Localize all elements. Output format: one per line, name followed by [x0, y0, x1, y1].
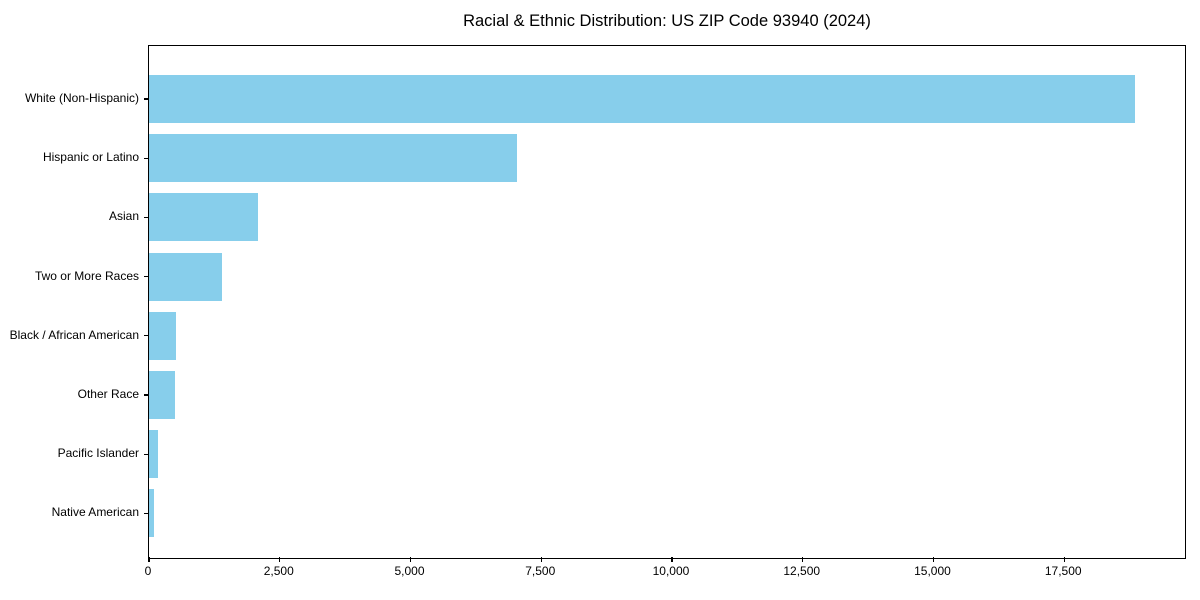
- y-axis-labels: White (Non-Hispanic) Hispanic or Latino As…: [0, 45, 139, 559]
- bar-5: [149, 311, 177, 360]
- y-tick-mark: [144, 276, 149, 278]
- x-axis-tick-label: 10,000: [652, 564, 690, 578]
- bar-6: [149, 371, 176, 419]
- x-axis-tick-labels: 0 2,500 5,000 7,500 10,000 12,500 15,000 17,500: [145, 564, 1186, 582]
- x-axis-tick-label: 0: [144, 564, 152, 578]
- y-axis-label: Two or More Races: [34, 268, 139, 283]
- y-tick-mark: [144, 512, 149, 514]
- y-tick-mark: [144, 157, 149, 159]
- y-axis-label: Native American: [51, 505, 139, 520]
- x-tick-mark: [148, 557, 150, 562]
- y-tick-mark: [144, 394, 149, 396]
- bar-7: [149, 430, 158, 479]
- x-tick-mark: [671, 557, 673, 562]
- plot-area: [144, 45, 1186, 562]
- y-tick-mark: [144, 335, 149, 337]
- bar-8: [149, 489, 154, 538]
- y-tick-mark: [144, 216, 149, 218]
- y-axis-label: Other Race: [77, 387, 139, 401]
- x-tick-mark: [279, 557, 281, 562]
- bar-2: [149, 134, 518, 183]
- y-axis-label: Pacific Islander: [57, 446, 139, 461]
- x-tick-mark: [1063, 557, 1065, 562]
- bar-4: [149, 252, 223, 301]
- x-axis-tick-label: 5,000: [394, 564, 425, 578]
- x-axis-tick-label: 15,000: [914, 564, 951, 578]
- x-axis-tick-label: 12,500: [783, 564, 821, 578]
- y-tick-mark: [144, 453, 149, 455]
- x-tick-mark: [932, 557, 935, 562]
- x-tick-mark: [802, 557, 804, 562]
- y-axis-label: White (Non-Hispanic): [24, 91, 139, 105]
- bar-1: [149, 75, 1135, 123]
- x-axis-tick-label: 2,500: [263, 564, 294, 578]
- x-axis-tick-label: 7,500: [525, 564, 556, 578]
- chart-title: Racial & Ethnic Distribution: US ZIP Cod…: [463, 12, 871, 30]
- x-tick-mark: [409, 557, 412, 562]
- y-axis-label: Black / African American: [9, 327, 139, 342]
- x-tick-mark: [540, 557, 542, 562]
- y-axis-label: Asian: [108, 209, 139, 224]
- x-axis-tick-label: 17,500: [1044, 564, 1082, 578]
- bar-3: [149, 193, 258, 242]
- y-axis-label: Hispanic or Latino: [42, 150, 139, 165]
- y-tick-mark: [144, 98, 149, 100]
